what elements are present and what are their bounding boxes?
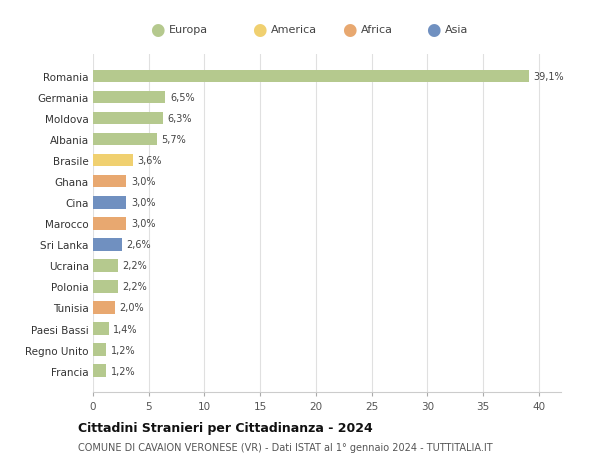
Text: ●: ● [427,21,441,39]
Bar [93,323,109,335]
Bar [93,239,122,251]
Bar [93,364,106,377]
Text: 1,4%: 1,4% [113,324,137,334]
Text: Europa: Europa [169,25,208,35]
Bar [93,280,118,293]
Text: ●: ● [343,21,357,39]
Text: 39,1%: 39,1% [533,72,564,82]
Text: ●: ● [253,21,267,39]
Bar [93,91,166,104]
Text: 2,2%: 2,2% [122,282,147,292]
Text: 3,0%: 3,0% [131,177,155,187]
Text: 3,0%: 3,0% [131,219,155,229]
Text: ●: ● [151,21,165,39]
Bar [93,134,157,146]
Text: 1,2%: 1,2% [111,345,136,355]
Bar [93,154,133,167]
Text: America: America [271,25,317,35]
Bar [93,70,529,83]
Text: 6,3%: 6,3% [167,114,192,124]
Bar [93,302,115,314]
Bar [93,259,118,272]
Text: Cittadini Stranieri per Cittadinanza - 2024: Cittadini Stranieri per Cittadinanza - 2… [78,421,373,434]
Text: COMUNE DI CAVAION VERONESE (VR) - Dati ISTAT al 1° gennaio 2024 - TUTTITALIA.IT: COMUNE DI CAVAION VERONESE (VR) - Dati I… [78,442,493,452]
Text: 2,0%: 2,0% [120,303,145,313]
Bar [93,175,127,188]
Text: 3,6%: 3,6% [137,156,162,166]
Text: 2,6%: 2,6% [127,240,151,250]
Text: Africa: Africa [361,25,393,35]
Text: 6,5%: 6,5% [170,93,194,103]
Text: 2,2%: 2,2% [122,261,147,271]
Text: Asia: Asia [445,25,469,35]
Text: 3,0%: 3,0% [131,198,155,208]
Text: 5,7%: 5,7% [161,135,186,145]
Text: 1,2%: 1,2% [111,366,136,376]
Bar [93,343,106,356]
Bar [93,196,127,209]
Bar [93,112,163,125]
Bar [93,218,127,230]
